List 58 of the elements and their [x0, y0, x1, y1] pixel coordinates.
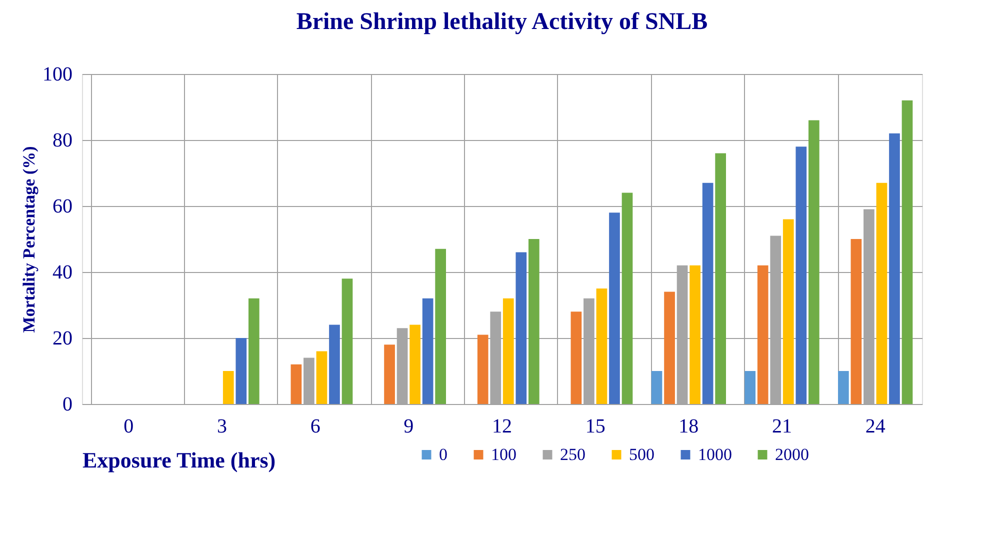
x-tick-label: 24	[865, 416, 886, 438]
bar	[622, 192, 633, 404]
bar	[744, 371, 756, 404]
x-tick-label: 9	[404, 416, 414, 438]
y-axis-title: Mortality Percentage (%)	[20, 146, 38, 333]
bar	[502, 298, 514, 404]
legend-label: 1000	[698, 444, 732, 464]
bar	[222, 371, 234, 404]
bar	[422, 298, 434, 404]
bar	[702, 182, 714, 404]
bar	[838, 371, 849, 404]
bar	[796, 146, 807, 404]
bar	[528, 239, 540, 404]
x-tick-label: 15	[585, 416, 606, 438]
bar	[609, 212, 620, 404]
bar	[715, 153, 726, 404]
bar	[596, 288, 608, 404]
bar	[664, 292, 675, 404]
bar	[570, 312, 582, 404]
bar	[342, 278, 353, 404]
legend-label: 0	[439, 444, 448, 464]
bar	[808, 120, 820, 404]
y-tick-label: 60	[52, 196, 72, 218]
y-tick-label: 40	[52, 262, 72, 284]
bar	[435, 248, 446, 404]
bar	[290, 364, 302, 404]
bar	[236, 338, 247, 404]
bar	[516, 252, 527, 404]
bar	[690, 265, 700, 404]
chart-title: Brine Shrimp lethality Activity of SNLB	[296, 9, 708, 35]
x-tick-label: 12	[492, 416, 512, 438]
bar	[477, 334, 488, 404]
bar	[248, 298, 260, 404]
y-tick-label: 80	[52, 130, 72, 152]
bar	[902, 100, 913, 404]
y-tick-label: 100	[42, 64, 72, 86]
bar	[876, 182, 888, 404]
bar	[651, 371, 662, 404]
x-tick-label: 21	[772, 416, 792, 438]
x-tick-label: 0	[124, 416, 134, 438]
x-tick-label: 6	[310, 416, 320, 438]
bar	[410, 324, 420, 404]
bar	[889, 133, 900, 404]
bar	[757, 265, 768, 404]
legend-label: 500	[629, 444, 654, 464]
legend-label: 250	[560, 444, 586, 464]
legend-label: 2000	[775, 444, 809, 464]
y-tick-label: 20	[52, 328, 72, 350]
x-axis-title: Exposure Time (hrs)	[82, 448, 276, 472]
bar	[329, 324, 340, 404]
bar	[850, 239, 862, 404]
x-tick-label: 3	[217, 416, 227, 438]
legend-label: 100	[491, 444, 516, 464]
bar	[782, 219, 794, 404]
y-tick-label: 0	[62, 394, 72, 416]
bar	[384, 344, 395, 404]
x-tick-label: 18	[678, 416, 699, 438]
bar	[316, 351, 328, 404]
